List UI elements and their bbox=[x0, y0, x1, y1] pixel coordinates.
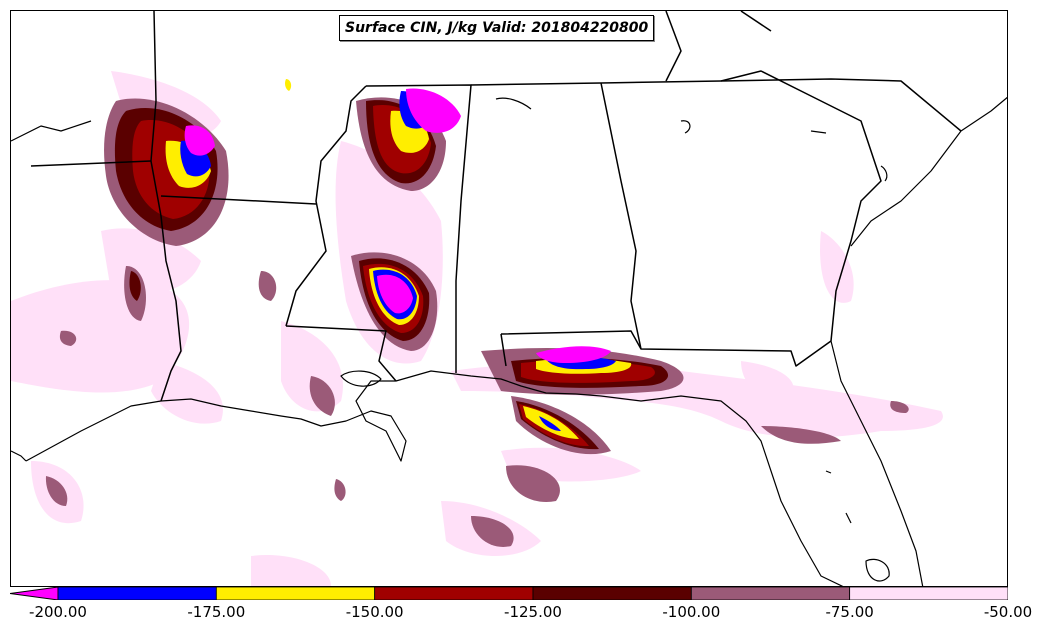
colorbar-tick-label: -100.00 bbox=[662, 603, 721, 621]
colorbar-tick-label: -150.00 bbox=[345, 603, 404, 621]
colorbar-segment bbox=[215, 587, 376, 600]
colorbar-tick-label: -50.00 bbox=[983, 603, 1033, 621]
colorbar-tick-label: -75.00 bbox=[825, 603, 874, 621]
state-boundaries bbox=[30, 11, 962, 402]
colorbar-tick-label: -125.00 bbox=[504, 603, 562, 621]
colorbar-tick-label: -200.00 bbox=[29, 603, 87, 621]
coastline bbox=[11, 96, 1007, 586]
colorbar-extend-arrow bbox=[10, 587, 59, 600]
colorbar-segment bbox=[690, 587, 851, 600]
map-title: Surface CIN, J/kg Valid: 201804220800 bbox=[339, 15, 655, 41]
colorbar bbox=[10, 587, 1008, 600]
cin-band-minus75-minus50 bbox=[11, 71, 943, 586]
cin-band-below-minus200 bbox=[184, 88, 611, 363]
colorbar-segment bbox=[374, 587, 534, 600]
colorbar-segment bbox=[849, 587, 1008, 600]
cin-field bbox=[11, 71, 943, 586]
colorbar-segment bbox=[532, 587, 692, 600]
cin-map bbox=[11, 11, 1007, 586]
colorbar-tick-label: -175.00 bbox=[187, 603, 246, 621]
map-panel bbox=[10, 10, 1008, 587]
colorbar-segment bbox=[57, 587, 217, 600]
